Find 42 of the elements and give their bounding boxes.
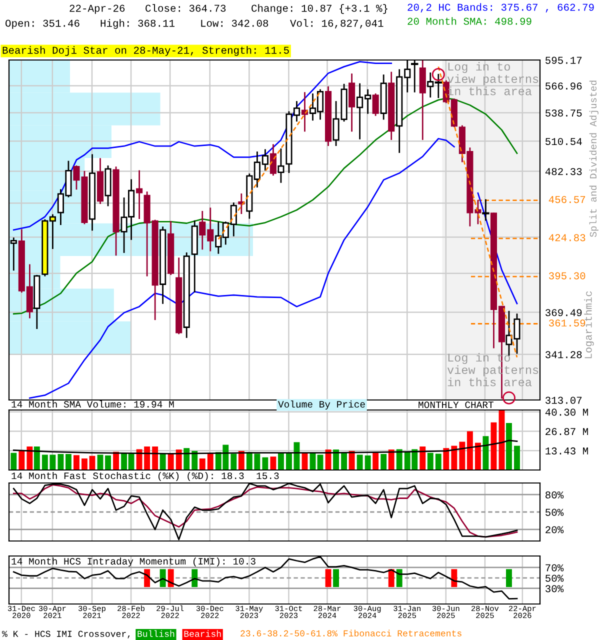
ref-line-label: 395.30 <box>548 272 586 280</box>
y-tick-label: 595.17 <box>546 56 582 64</box>
ref-line-label: 424.83 <box>548 234 586 242</box>
y-tick-label: 70% <box>546 564 564 572</box>
y-tick-label: 80% <box>546 491 564 498</box>
text: 22-Apr-26 <box>70 4 125 14</box>
text: Vol: 16,827,041 <box>290 19 384 29</box>
ref-line-label: 456.57 <box>548 196 586 204</box>
y-tick-label: 50% <box>546 508 564 516</box>
text: Logarithmic <box>584 291 594 358</box>
text: 20 Month SMA: 498.99 <box>408 17 532 25</box>
y-tick-label: 538.75 <box>546 110 582 117</box>
text: 23.6-38.2-50-61.8% Fibonacci Retracements <box>240 630 462 636</box>
text: 20,2 HC Bands: 375.67 , 662.79 <box>408 3 594 13</box>
text: Open: 351.46 <box>6 20 80 29</box>
y-tick-label: 341.28 <box>546 351 582 358</box>
y-tick-label: 30% <box>546 585 564 592</box>
y-tick-label: 566.96 <box>546 82 582 90</box>
y-tick-label: 20% <box>546 526 564 534</box>
text: High: 368.11 <box>100 19 175 29</box>
text: MONTHLY CHART <box>418 402 494 408</box>
y-tick-label: 313.07 <box>546 396 582 404</box>
chart-title: 14 Month SMA Volume: 19.94 M <box>12 400 174 408</box>
chart-title: 14 Month Fast Stochastic (%K) (%D): 18.3 15.3 <box>12 472 279 482</box>
y-tick-label: 40.30 M <box>545 408 588 416</box>
y-tick-label: 482.33 <box>545 168 582 176</box>
text: Low: 342.08 <box>201 20 268 27</box>
y-tick-label: 510.54 <box>546 138 582 146</box>
text: Change: 10.87 {+3.1 %} <box>252 4 388 14</box>
y-axis-title: Split and Dividend Adjusted <box>589 80 598 237</box>
text: Bullish <box>138 630 174 637</box>
text: Close: 364.73 <box>146 4 226 12</box>
y-tick-label: 369.49 <box>546 309 582 316</box>
text: Bearish <box>184 630 221 637</box>
y-tick-label: 26.87 M <box>546 428 588 436</box>
y-tick-label: 50% <box>546 574 564 582</box>
y-tick-label: 13.43 M <box>546 447 588 455</box>
legend-title: % K - HCS IMI Crossover, <box>2 630 130 638</box>
text: Bearish Doji Star on 28-May-21, Strength: 11.5 <box>2 46 289 56</box>
ref-line-label: 361.59 <box>548 319 586 327</box>
chart-title: 14 Month HCS Intraday Momentum (IMI): 10.3 <box>12 557 256 567</box>
text: Volume By Price <box>278 400 365 410</box>
